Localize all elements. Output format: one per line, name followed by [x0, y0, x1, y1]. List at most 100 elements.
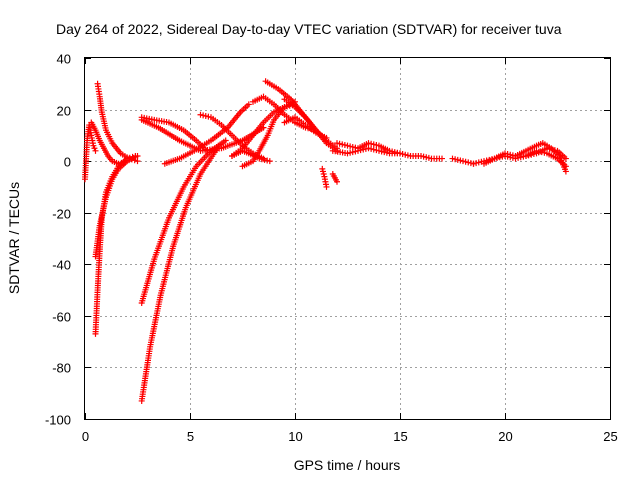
data-point-marker	[365, 140, 372, 147]
data-point-marker	[373, 147, 380, 154]
data-point-marker	[200, 112, 207, 119]
data-point-marker	[307, 125, 314, 132]
data-point-marker	[134, 152, 141, 159]
y-axis-label: SDTVAR / TECUs	[6, 182, 22, 294]
data-point-marker	[323, 134, 330, 141]
y-tick-label: 40	[57, 52, 71, 67]
series-arc5	[94, 80, 141, 165]
y-tick-label: 20	[57, 104, 71, 119]
data-point-marker	[360, 146, 367, 153]
series-arc6	[138, 145, 221, 404]
data-point-marker	[261, 156, 268, 163]
data-point-marker	[402, 151, 409, 158]
data-point-marker	[502, 150, 508, 157]
data-point-marker	[562, 155, 569, 162]
data-point-marker	[205, 113, 212, 120]
data-point-marker	[544, 145, 550, 152]
data-point-marker	[134, 158, 141, 165]
x-tick-label: 0	[82, 429, 89, 444]
data-point-marker	[323, 183, 330, 190]
data-point-marker	[222, 137, 229, 144]
x-tick-label: 5	[187, 429, 194, 444]
data-point-marker	[344, 150, 351, 157]
x-tick-label: 10	[288, 429, 302, 444]
x-axis-label: GPS time / hours	[294, 457, 401, 473]
series-arc7	[138, 137, 229, 306]
data-point-marker	[562, 168, 569, 175]
data-point-marker	[381, 149, 388, 156]
data-point-marker	[92, 147, 99, 154]
data-point-marker	[475, 159, 482, 166]
ticks-layer	[85, 58, 611, 420]
data-point-marker	[420, 153, 427, 160]
series-arc9	[138, 114, 210, 154]
data-point-marker	[376, 147, 382, 154]
data-point-marker	[389, 148, 396, 155]
data-point-marker	[507, 151, 514, 158]
x-tick-label: 25	[603, 429, 617, 444]
data-point-marker	[460, 158, 466, 165]
data-point-marker	[256, 155, 263, 162]
data-point-marker	[258, 156, 265, 163]
data-points	[82, 78, 569, 404]
data-point-marker	[546, 145, 553, 152]
chart-title: Day 264 of 2022, Sidereal Day-to-day VTE…	[56, 21, 562, 37]
series-arc26	[523, 145, 569, 162]
series-arc23	[449, 155, 477, 167]
data-point-marker	[370, 146, 377, 153]
series-arc4	[92, 152, 141, 260]
y-tick-label: -100	[45, 413, 71, 428]
data-point-marker	[454, 156, 461, 163]
x-tick-label: 20	[498, 429, 512, 444]
data-point-marker	[465, 159, 472, 166]
data-point-marker	[368, 140, 375, 147]
data-point-marker	[473, 160, 480, 167]
data-point-marker	[341, 142, 348, 149]
data-point-marker	[349, 149, 356, 156]
data-point-marker	[525, 152, 532, 159]
data-point-marker	[462, 158, 469, 165]
data-point-marker	[452, 156, 459, 163]
grid-layer	[85, 58, 610, 419]
data-point-marker	[128, 156, 135, 163]
data-point-marker	[266, 158, 273, 165]
y-tick-label: -80	[52, 361, 71, 376]
data-point-marker	[336, 140, 343, 147]
data-point-marker	[397, 150, 403, 157]
data-point-marker	[523, 152, 529, 159]
data-point-marker	[551, 147, 558, 154]
data-point-marker	[370, 141, 377, 148]
x-tick-label: 15	[393, 429, 407, 444]
data-point-marker	[528, 151, 535, 158]
data-point-marker	[467, 160, 474, 167]
data-point-marker	[347, 149, 354, 156]
data-point-marker	[517, 154, 524, 161]
data-point-marker	[264, 157, 271, 164]
y-tick-label: -60	[52, 310, 71, 325]
plot-frame	[84, 57, 611, 420]
data-point-marker	[504, 151, 511, 158]
data-point-marker	[530, 151, 537, 158]
data-point-marker	[404, 152, 411, 159]
tick-labels: 0 5 10 15 20 25 -100 -80 -60 -40 -20 0 20 40	[45, 52, 618, 445]
series-arc20	[329, 171, 340, 185]
data-point-marker	[425, 154, 432, 161]
data-point-marker	[439, 155, 445, 162]
data-point-marker	[470, 160, 477, 167]
data-point-marker	[245, 101, 252, 108]
series-arc19	[319, 165, 330, 190]
data-point-marker	[339, 141, 346, 148]
data-point-marker	[197, 111, 204, 118]
data-point-marker	[457, 157, 464, 164]
data-point-marker	[399, 151, 406, 158]
series-arc14	[229, 147, 273, 165]
data-point-marker	[349, 143, 356, 150]
data-point-marker	[373, 142, 380, 149]
data-point-marker	[391, 149, 398, 156]
y-tick-label: -20	[52, 207, 71, 222]
data-point-marker	[423, 154, 430, 161]
series-arc22	[334, 140, 403, 157]
data-point-marker	[344, 142, 351, 149]
y-tick-label: 0	[64, 155, 71, 170]
